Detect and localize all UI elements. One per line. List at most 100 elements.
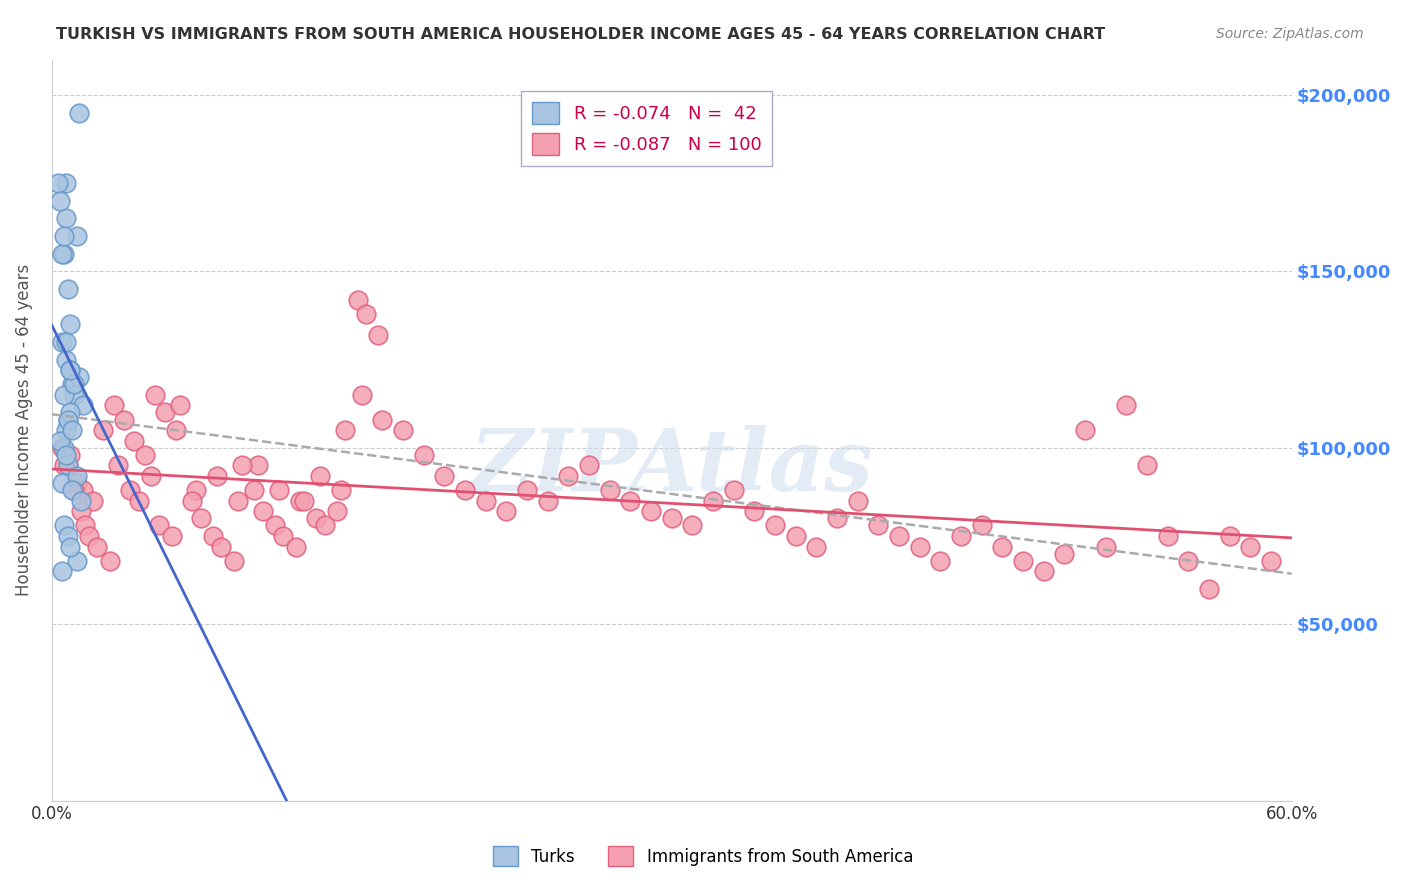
Immigrants from South America	[763, 518, 786, 533]
Immigrants from South America	[1239, 540, 1261, 554]
Immigrants from South America	[661, 511, 683, 525]
Immigrants from South America	[292, 493, 315, 508]
Turks	[58, 412, 80, 426]
Immigrants from South America	[305, 511, 328, 525]
Immigrants from South America	[392, 423, 415, 437]
Turks	[63, 388, 86, 402]
Immigrants from South America	[1177, 554, 1199, 568]
Immigrants from South America	[537, 493, 560, 508]
Immigrants from South America	[516, 483, 538, 497]
Immigrants from South America	[599, 483, 621, 497]
Y-axis label: Householder Income Ages 45 - 64 years: Householder Income Ages 45 - 64 years	[15, 264, 32, 596]
Immigrants from South America	[309, 469, 332, 483]
Turks	[55, 423, 77, 437]
Turks	[55, 176, 77, 190]
Turks	[55, 352, 77, 367]
Immigrants from South America	[785, 529, 807, 543]
Turks	[58, 282, 80, 296]
Immigrants from South America	[69, 504, 91, 518]
Immigrants from South America	[98, 554, 121, 568]
Immigrants from South America	[1032, 564, 1054, 578]
Immigrants from South America	[806, 540, 828, 554]
Immigrants from South America	[201, 529, 224, 543]
Immigrants from South America	[107, 458, 129, 473]
Immigrants from South America	[252, 504, 274, 518]
Immigrants from South America	[112, 412, 135, 426]
Immigrants from South America	[887, 529, 910, 543]
Immigrants from South America	[1115, 398, 1137, 412]
Turks	[49, 194, 72, 208]
Immigrants from South America	[335, 423, 357, 437]
Immigrants from South America	[908, 540, 931, 554]
Immigrants from South America	[1260, 554, 1282, 568]
Immigrants from South America	[557, 469, 579, 483]
Immigrants from South America	[412, 448, 434, 462]
Immigrants from South America	[205, 469, 228, 483]
Turks	[69, 493, 91, 508]
Immigrants from South America	[271, 529, 294, 543]
Turks	[65, 469, 87, 483]
Turks	[53, 441, 76, 455]
Turks	[59, 363, 82, 377]
Text: TURKISH VS IMMIGRANTS FROM SOUTH AMERICA HOUSEHOLDER INCOME AGES 45 - 64 YEARS C: TURKISH VS IMMIGRANTS FROM SOUTH AMERICA…	[56, 27, 1105, 42]
Immigrants from South America	[702, 493, 724, 508]
Immigrants from South America	[93, 423, 115, 437]
Turks	[51, 476, 73, 491]
Turks	[49, 434, 72, 448]
Turks	[55, 211, 77, 226]
Turks	[65, 554, 87, 568]
Immigrants from South America	[314, 518, 336, 533]
Immigrants from South America	[58, 458, 80, 473]
Immigrants from South America	[846, 493, 869, 508]
Immigrants from South America	[190, 511, 212, 525]
Immigrants from South America	[970, 518, 993, 533]
Immigrants from South America	[186, 483, 208, 497]
Immigrants from South America	[143, 388, 166, 402]
Immigrants from South America	[1094, 540, 1116, 554]
Immigrants from South America	[723, 483, 745, 497]
Turks	[53, 388, 76, 402]
Immigrants from South America	[346, 293, 368, 307]
Turks	[59, 405, 82, 419]
Turks	[59, 363, 82, 377]
Turks	[53, 518, 76, 533]
Immigrants from South America	[991, 540, 1014, 554]
Turks	[51, 564, 73, 578]
Turks	[55, 448, 77, 462]
Text: Source: ZipAtlas.com: Source: ZipAtlas.com	[1216, 27, 1364, 41]
Immigrants from South America	[1012, 554, 1035, 568]
Text: ZIPAtlas: ZIPAtlas	[470, 425, 873, 509]
Immigrants from South America	[51, 441, 73, 455]
Immigrants from South America	[53, 458, 76, 473]
Immigrants from South America	[433, 469, 456, 483]
Immigrants from South America	[134, 448, 156, 462]
Immigrants from South America	[155, 405, 177, 419]
Immigrants from South America	[474, 493, 496, 508]
Immigrants from South America	[120, 483, 142, 497]
Turks	[59, 540, 82, 554]
Immigrants from South America	[65, 476, 87, 491]
Immigrants from South America	[63, 483, 86, 497]
Turks	[53, 246, 76, 260]
Turks	[62, 423, 84, 437]
Turks	[65, 229, 87, 244]
Turks	[72, 398, 94, 412]
Immigrants from South America	[1157, 529, 1180, 543]
Immigrants from South America	[124, 434, 146, 448]
Immigrants from South America	[681, 518, 703, 533]
Immigrants from South America	[103, 398, 125, 412]
Turks	[46, 176, 69, 190]
Immigrants from South America	[222, 554, 245, 568]
Immigrants from South America	[267, 483, 290, 497]
Immigrants from South America	[82, 493, 104, 508]
Immigrants from South America	[330, 483, 353, 497]
Immigrants from South America	[367, 327, 389, 342]
Immigrants from South America	[86, 540, 108, 554]
Turks	[51, 334, 73, 349]
Immigrants from South America	[371, 412, 394, 426]
Immigrants from South America	[72, 483, 94, 497]
Immigrants from South America	[231, 458, 253, 473]
Immigrants from South America	[165, 423, 187, 437]
Immigrants from South America	[868, 518, 890, 533]
Turks	[53, 229, 76, 244]
